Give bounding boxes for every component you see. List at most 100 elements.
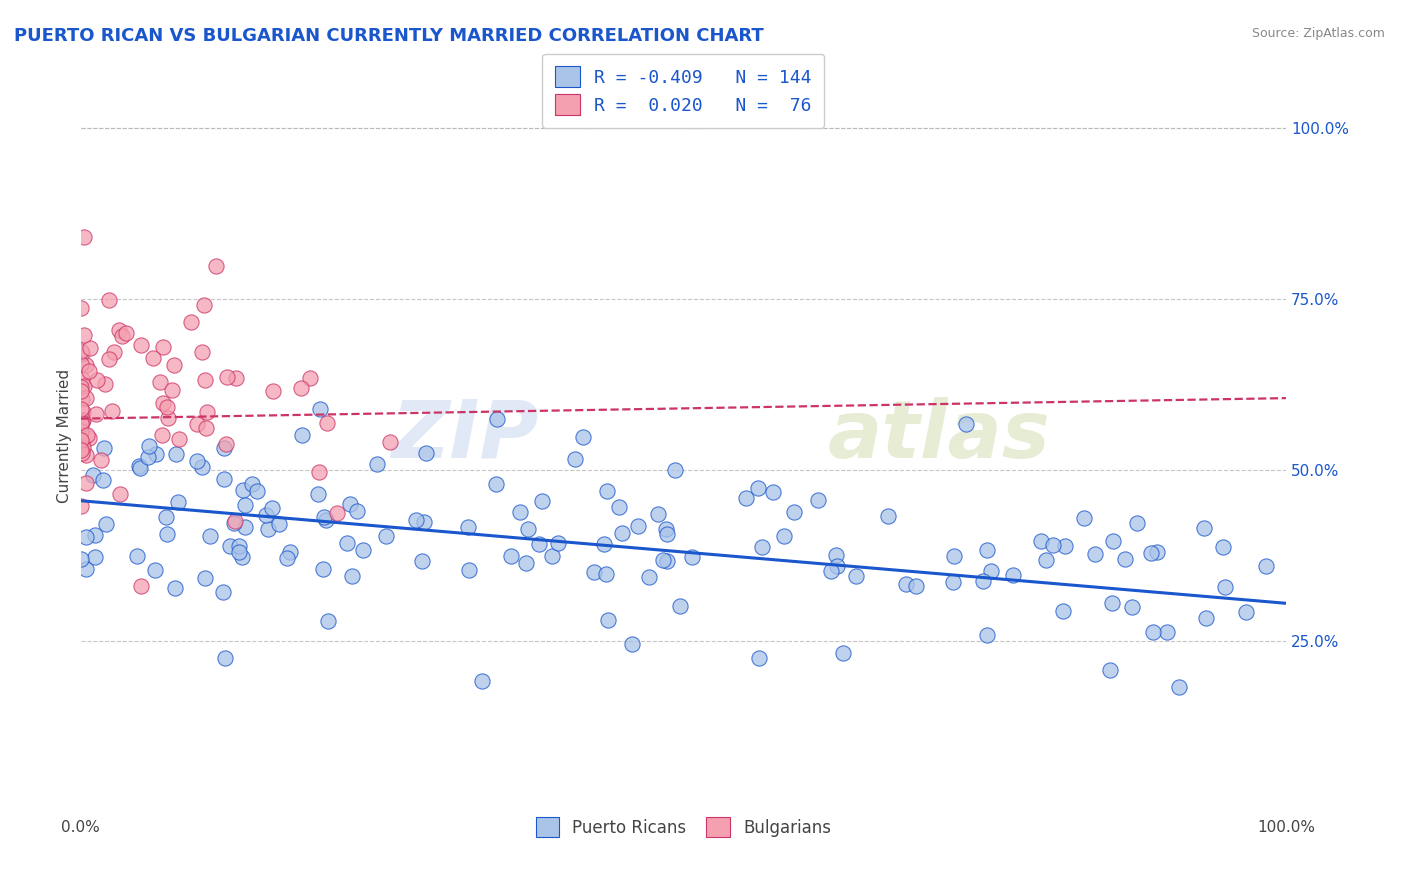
- Point: [204, 260, 226, 274]
- Legend: Puerto Ricans, Bulgarians: Puerto Ricans, Bulgarians: [527, 809, 839, 845]
- Point: [76, 427, 98, 442]
- Point: [1156, 624, 1178, 639]
- Point: [195, 421, 218, 435]
- Point: [145, 447, 167, 461]
- Point: [845, 568, 868, 582]
- Point: [471, 673, 494, 688]
- Point: [70, 372, 93, 386]
- Point: [127, 549, 149, 564]
- Point: [596, 613, 619, 627]
- Point: [308, 401, 330, 416]
- Point: [111, 329, 134, 343]
- Point: [1083, 547, 1105, 561]
- Point: [734, 491, 756, 505]
- Point: [82, 467, 104, 482]
- Point: [655, 527, 678, 541]
- Point: [307, 487, 329, 501]
- Text: atlas: atlas: [828, 397, 1050, 475]
- Point: [593, 537, 616, 551]
- Point: [783, 505, 806, 519]
- Point: [316, 615, 339, 629]
- Point: [70, 552, 93, 566]
- Point: [72, 413, 94, 427]
- Point: [103, 345, 125, 359]
- Point: [142, 351, 165, 365]
- Point: [194, 571, 217, 585]
- Point: [107, 323, 129, 337]
- Point: [70, 422, 93, 436]
- Point: [152, 341, 174, 355]
- Point: [143, 563, 166, 577]
- Point: [228, 539, 250, 553]
- Point: [77, 431, 100, 445]
- Point: [352, 542, 374, 557]
- Text: Source: ZipAtlas.com: Source: ZipAtlas.com: [1251, 27, 1385, 40]
- Point: [69, 425, 91, 439]
- Point: [1099, 663, 1122, 677]
- Point: [219, 539, 242, 553]
- Point: [655, 522, 678, 536]
- Point: [69, 416, 91, 430]
- Point: [1052, 604, 1074, 618]
- Point: [169, 433, 191, 447]
- Point: [69, 384, 91, 398]
- Point: [457, 563, 479, 577]
- Point: [69, 343, 91, 358]
- Point: [98, 293, 121, 307]
- Point: [564, 452, 586, 467]
- Point: [955, 417, 977, 432]
- Point: [820, 564, 842, 578]
- Point: [547, 536, 569, 550]
- Point: [101, 403, 124, 417]
- Point: [72, 345, 94, 359]
- Point: [485, 477, 508, 491]
- Point: [1256, 558, 1278, 573]
- Point: [97, 352, 120, 367]
- Point: [198, 529, 221, 543]
- Point: [1212, 540, 1234, 554]
- Point: [340, 569, 363, 583]
- Point: [186, 454, 208, 468]
- Point: [75, 562, 97, 576]
- Point: [807, 493, 830, 508]
- Point: [75, 391, 97, 405]
- Point: [75, 358, 97, 372]
- Point: [1042, 538, 1064, 552]
- Point: [1142, 624, 1164, 639]
- Point: [904, 579, 927, 593]
- Point: [84, 408, 107, 422]
- Point: [191, 344, 214, 359]
- Point: [233, 520, 256, 534]
- Point: [254, 508, 277, 523]
- Point: [1194, 521, 1216, 535]
- Point: [1035, 553, 1057, 567]
- Point: [194, 373, 217, 387]
- Point: [664, 463, 686, 477]
- Point: [1168, 680, 1191, 694]
- Point: [336, 536, 359, 550]
- Point: [115, 326, 138, 341]
- Point: [165, 446, 187, 460]
- Point: [877, 509, 900, 524]
- Point: [596, 484, 619, 499]
- Point: [896, 577, 918, 591]
- Point: [1125, 516, 1147, 530]
- Point: [231, 549, 253, 564]
- Point: [129, 338, 152, 352]
- Point: [1146, 545, 1168, 559]
- Point: [1195, 611, 1218, 625]
- Point: [1101, 534, 1123, 549]
- Point: [610, 526, 633, 541]
- Point: [90, 453, 112, 467]
- Point: [825, 559, 848, 574]
- Point: [832, 646, 855, 660]
- Point: [129, 579, 152, 593]
- Point: [75, 448, 97, 462]
- Point: [980, 564, 1002, 578]
- Point: [315, 417, 337, 431]
- Point: [1121, 600, 1143, 615]
- Point: [1213, 580, 1236, 594]
- Point: [515, 556, 537, 570]
- Point: [499, 549, 522, 563]
- Point: [73, 328, 96, 343]
